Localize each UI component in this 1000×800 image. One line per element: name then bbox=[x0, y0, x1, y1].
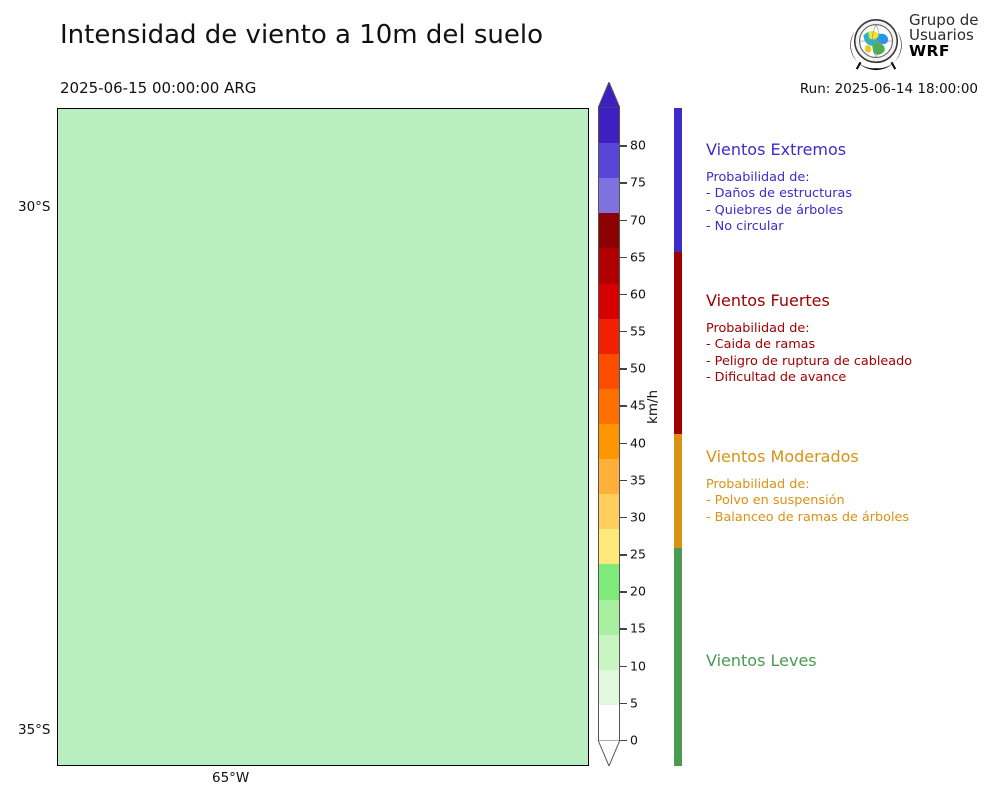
colorbar-tick-label: 35 bbox=[630, 472, 646, 488]
logo-line-1: Grupo de bbox=[909, 11, 979, 29]
colorbar-segment bbox=[598, 598, 620, 635]
colorbar-segment bbox=[598, 107, 620, 144]
legend-item: - Daños de estructuras bbox=[706, 186, 852, 202]
colorbar-tick-label: 15 bbox=[630, 620, 646, 636]
colorbar-tick-label: 60 bbox=[630, 286, 646, 302]
colorbar-tick bbox=[620, 219, 627, 221]
colorbar-tick bbox=[620, 479, 627, 482]
legend-intro: Probabilidad de: bbox=[706, 321, 810, 336]
colorbar-cap-top-icon bbox=[598, 82, 620, 108]
category-strip-4 bbox=[674, 548, 682, 766]
wrf-group-logo: Grupo de Usuarios WRF bbox=[847, 12, 997, 74]
colorbar-segment bbox=[598, 318, 620, 354]
colorbar-segment bbox=[598, 353, 620, 389]
colorbar-unit-label: km/h bbox=[645, 389, 661, 424]
colorbar-segment bbox=[598, 458, 620, 495]
colorbar-segment bbox=[598, 142, 620, 179]
legend-block-4: Vientos Leves bbox=[706, 651, 817, 681]
wind-field-canvas bbox=[58, 109, 588, 765]
legend-category-title: Vientos Leves bbox=[706, 651, 817, 670]
colorbar-tick-label: 70 bbox=[630, 212, 646, 228]
lat-label-30s: 30°S bbox=[18, 199, 51, 215]
colorbar-tick bbox=[620, 516, 627, 519]
colorbar-tick bbox=[620, 442, 627, 444]
colorbar-tick bbox=[620, 665, 627, 668]
legend-item: - Dificultad de avance bbox=[706, 369, 847, 385]
category-strip-2 bbox=[674, 252, 682, 434]
colorbar-cap-bottom-icon bbox=[598, 740, 620, 766]
legend-block-1: Vientos Extremos Probabilidad de: - Daños … bbox=[706, 140, 852, 235]
logo-line-2: Usuarios bbox=[909, 26, 974, 45]
colorbar-tick-label: 40 bbox=[630, 435, 646, 451]
colorbar-segment bbox=[598, 563, 620, 600]
legend-item: - No circular bbox=[706, 218, 784, 234]
legend-category-title: Vientos Fuertes bbox=[706, 291, 830, 310]
colorbar-tick-label: 45 bbox=[630, 397, 646, 413]
colorbar-tick bbox=[620, 293, 627, 296]
colorbar-segment bbox=[598, 247, 620, 284]
legend-category-title: Vientos Extremos bbox=[706, 140, 847, 159]
logo-line-3: WRF bbox=[909, 41, 950, 60]
lon-label-65w: 65°W bbox=[212, 770, 250, 786]
legend-intro: Probabilidad de: bbox=[706, 477, 810, 492]
colorbar-segment bbox=[598, 423, 620, 460]
legend-block-2: Vientos Fuertes Probabilidad de: - Caida d… bbox=[706, 291, 912, 386]
globe-logo-icon bbox=[850, 19, 902, 71]
colorbar-outline bbox=[598, 108, 620, 740]
colorbar-tick bbox=[620, 182, 627, 184]
colorbar-tick-label: 80 bbox=[630, 137, 646, 153]
legend-intro: Probabilidad de: bbox=[706, 170, 810, 185]
run-time-label: Run: 2025-06-14 18:00:00 bbox=[799, 81, 978, 97]
lat-label-35s: 35°S bbox=[18, 722, 51, 738]
colorbar-tick bbox=[620, 740, 627, 742]
valid-time-label: 2025-06-15 00:00:00 ARG bbox=[60, 79, 257, 97]
colorbar-tick bbox=[620, 554, 627, 556]
legend-item: - Polvo en suspensión bbox=[706, 493, 845, 509]
colorbar-tick-label: 25 bbox=[630, 546, 646, 562]
colorbar-tick bbox=[620, 591, 627, 593]
legend-item: - Peligro de ruptura de cableado bbox=[706, 353, 913, 369]
colorbar-segment bbox=[598, 704, 620, 740]
colorbar: 0 5 10 15 20 25 30 35 40 45 50 55 60 65 70 75 80 bbox=[598, 82, 646, 766]
colorbar-segment bbox=[598, 528, 620, 565]
category-strip-3 bbox=[674, 434, 682, 548]
colorbar-tick-label: 75 bbox=[630, 174, 646, 190]
colorbar-tick-label: 65 bbox=[630, 249, 646, 265]
colorbar-segment bbox=[598, 177, 620, 214]
category-color-strip bbox=[674, 108, 682, 766]
colorbar-tick bbox=[620, 331, 627, 333]
colorbar-tick bbox=[620, 145, 627, 147]
legend-block-3: Vientos Moderados Probabilidad de: - Polvo… bbox=[706, 447, 909, 526]
colorbar-tick-label: 50 bbox=[630, 360, 646, 376]
legend-item: - Quiebres de árboles bbox=[706, 202, 844, 218]
colorbar-tick bbox=[620, 405, 627, 407]
category-strip-1 bbox=[674, 108, 682, 252]
colorbar-tick-label: 0 bbox=[630, 732, 638, 748]
colorbar-ticks: 0 5 10 15 20 25 30 35 40 45 50 55 60 65 70 75 80 bbox=[620, 108, 666, 748]
colorbar-tick-label: 10 bbox=[630, 658, 646, 674]
legend-item: - Balanceo de ramas de árboles bbox=[706, 509, 910, 525]
colorbar-gradient bbox=[598, 107, 620, 740]
page-title: Intensidad de viento a 10m del suelo bbox=[60, 20, 544, 50]
colorbar-tick-label: 20 bbox=[630, 583, 646, 599]
colorbar-tick-label: 55 bbox=[630, 323, 646, 339]
colorbar-segment bbox=[598, 669, 620, 705]
colorbar-tick bbox=[620, 628, 627, 630]
colorbar-tick-label: 5 bbox=[630, 695, 638, 711]
colorbar-segment bbox=[598, 493, 620, 530]
logo-text: Grupo de Usuarios WRF bbox=[909, 11, 979, 60]
colorbar-tick bbox=[620, 256, 627, 259]
colorbar-tick bbox=[620, 368, 627, 370]
colorbar-segment bbox=[598, 282, 620, 319]
colorbar-tick-label: 30 bbox=[630, 509, 646, 525]
colorbar-segment bbox=[598, 212, 620, 249]
legend-category-title: Vientos Moderados bbox=[706, 447, 859, 466]
colorbar-segment bbox=[598, 634, 620, 670]
colorbar-tick bbox=[620, 702, 627, 705]
colorbar-segment bbox=[598, 388, 620, 424]
legend-item: - Caida de ramas bbox=[706, 337, 816, 353]
wind-intensity-map[interactable] bbox=[57, 108, 589, 766]
